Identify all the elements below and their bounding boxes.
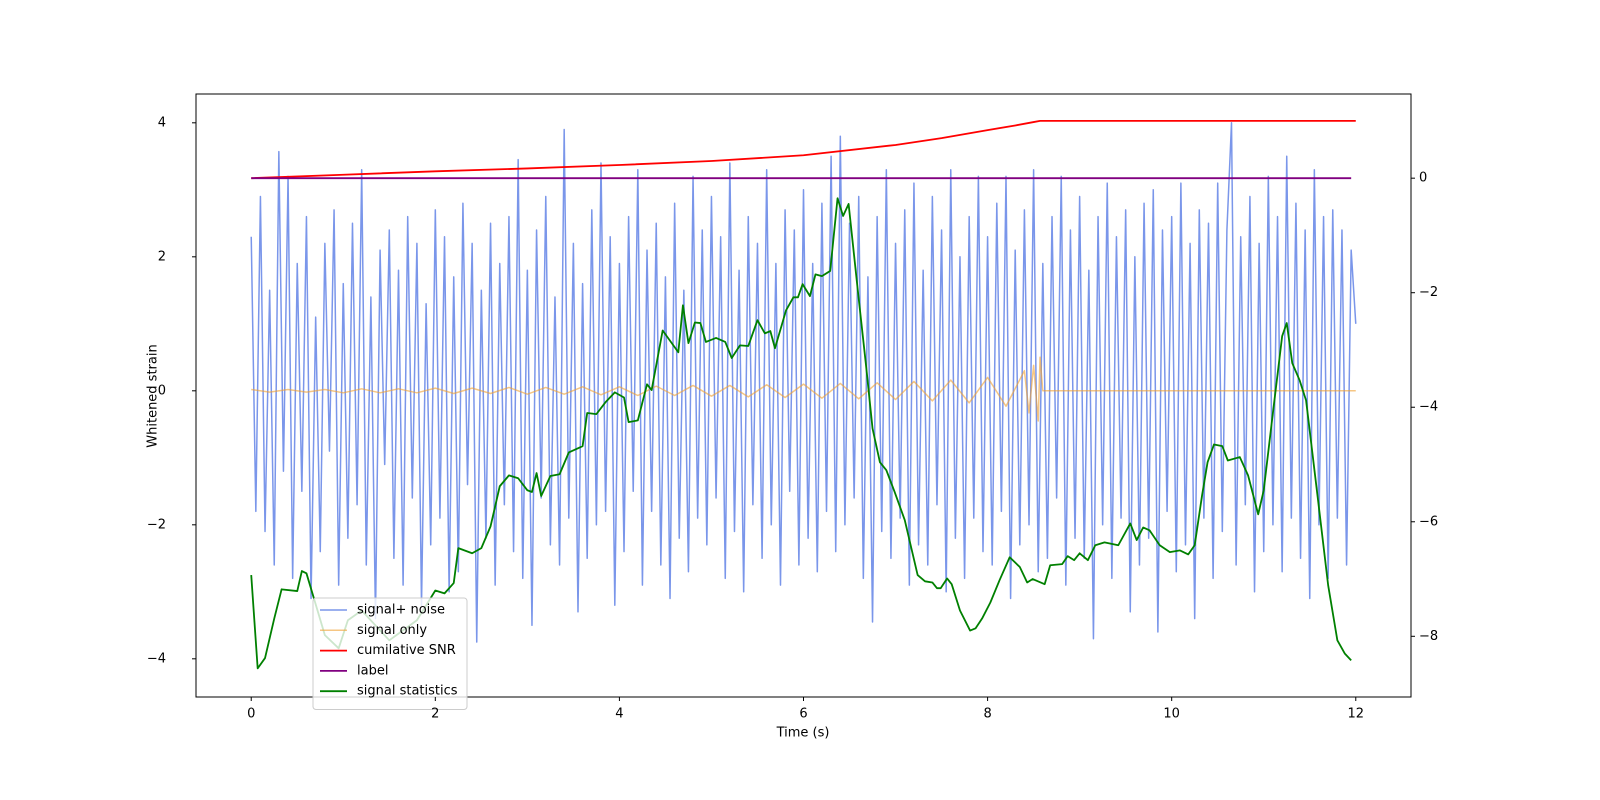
x-tick-label: 6 xyxy=(799,707,807,722)
y-tick-label: −4 xyxy=(147,651,166,666)
y-tick-label: 4 xyxy=(158,115,166,130)
y-tick-label: 2 xyxy=(158,249,166,264)
series-line xyxy=(250,197,1352,670)
y2-tick-label: 0 xyxy=(1419,171,1427,186)
plot-area xyxy=(250,120,1357,670)
legend-label: signal only xyxy=(357,623,427,638)
y2-tick-label: −2 xyxy=(1419,285,1438,300)
x-tick-label: 12 xyxy=(1347,707,1364,722)
legend: signal+ noise signal only cumilative SNR la… xyxy=(312,597,468,710)
y2-tick-label: −6 xyxy=(1419,514,1438,529)
x-axis-label: Time (s) xyxy=(776,726,830,741)
series-line xyxy=(251,356,1356,422)
series-line xyxy=(250,122,1357,643)
legend-label: label xyxy=(357,663,388,678)
legend-label: signal statistics xyxy=(357,684,458,699)
legend-label: cumilative SNR xyxy=(357,643,456,658)
y2-tick-label: −4 xyxy=(1419,400,1438,415)
x-tick-label: 8 xyxy=(983,707,991,722)
y-tick-label: −2 xyxy=(147,517,166,532)
legend-label: signal+ noise xyxy=(357,603,445,618)
x-tick-label: 10 xyxy=(1163,707,1180,722)
y-tick-label: 0 xyxy=(158,383,166,398)
y-axis-label: Whitened strain xyxy=(146,344,161,447)
y2-tick-label: −8 xyxy=(1419,629,1438,644)
x-tick-label: 2 xyxy=(431,707,439,722)
x-tick-label: 0 xyxy=(247,707,255,722)
x-tick-label: 4 xyxy=(615,707,623,722)
legend-box xyxy=(312,597,468,710)
series-line xyxy=(251,120,1356,180)
